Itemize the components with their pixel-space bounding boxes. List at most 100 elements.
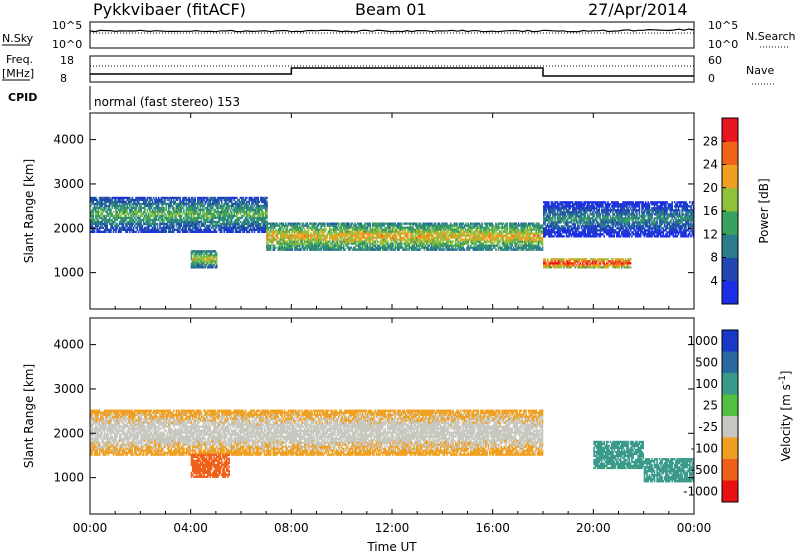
heatmap-cell [321,246,324,249]
freq-tick-bottom: 8 [60,72,67,85]
heatmap-cell [173,208,175,212]
heatmap-cell [293,238,296,241]
heatmap-cell [210,218,213,222]
heatmap-cell [246,210,248,214]
heatmap-cell [174,208,176,212]
heatmap-cell [379,244,381,247]
heatmap-cell [152,216,155,220]
heatmap-cell [228,198,230,202]
heatmap-cell [346,224,349,227]
heatmap-cell [194,208,196,212]
heatmap-cell [259,208,262,212]
heatmap-cell [131,218,134,222]
heatmap-cell [112,220,115,224]
heatmap-cell [314,236,316,239]
heatmap-cell [163,224,165,227]
heatmap-cell [257,206,259,210]
heatmap-cell [112,204,115,208]
heatmap-cell [98,214,101,218]
heatmap-cell [607,258,609,261]
heatmap-cell [185,226,188,229]
heatmap-cell [244,226,247,229]
heatmap-cell [194,206,196,210]
heatmap-cell [501,246,504,249]
heatmap-cell [471,228,473,231]
heatmap-cell [262,204,264,208]
heatmap-cell [442,246,444,249]
heatmap-cell [286,234,288,237]
heatmap-cell [186,206,189,210]
heatmap-cell [218,210,220,214]
heatmap-cell [324,224,326,227]
heatmap-cell [247,200,249,204]
heatmap-cell [234,222,237,226]
heatmap-cell [251,218,253,222]
heatmap-cell [259,228,262,231]
heatmap-cell [239,228,242,231]
heatmap-cell [272,238,275,241]
heatmap-cell [485,242,487,245]
heatmap-cell [92,214,95,218]
heatmap-cell [350,236,353,239]
heatmap-cell [306,236,308,239]
heatmap-cell [452,246,454,249]
heatmap-cell [174,212,176,216]
heatmap-cell [108,230,111,233]
heatmap-cell [217,214,219,218]
heatmap-cell [209,218,212,222]
heatmap-cell [243,214,246,218]
heatmap-cell [432,234,434,237]
heatmap-cell [142,198,145,202]
heatmap-cell [101,200,103,204]
heatmap-cell [315,240,317,243]
heatmap-cell [266,210,268,214]
heatmap-cell [137,196,140,200]
heatmap-cell [497,236,500,239]
nsky-tick-bottom: 10^0 [52,38,82,51]
heatmap-cell [163,220,165,224]
heatmap-cell [112,228,115,231]
heatmap-cell [574,266,577,269]
heatmap-cell [287,238,290,241]
heatmap-cell [502,222,505,225]
heatmap-cell [242,200,244,204]
heatmap-cell [139,218,141,222]
heatmap-cell [160,216,163,220]
heatmap-cell [170,200,173,204]
heatmap-cell [283,224,286,227]
heatmap-cell [212,202,214,206]
heatmap-cell [322,244,325,247]
heatmap-cell [305,244,307,247]
heatmap-cell [548,201,550,204]
heatmap-cell [395,234,398,237]
heatmap-cell [97,212,100,216]
heatmap-cell [105,218,107,222]
heatmap-cell [217,206,219,210]
heatmap-cell [161,210,164,214]
heatmap-cell [165,206,168,210]
heatmap-cell [529,224,531,227]
heatmap-cell [227,204,229,208]
heatmap-cell [103,224,106,227]
heatmap-cell [107,230,110,233]
heatmap-cell [237,218,239,222]
heatmap-cell [184,224,186,227]
heatmap-cell [180,222,183,226]
heatmap-cell [303,224,306,227]
heatmap-cell [166,220,169,224]
heatmap-cell [306,226,308,229]
heatmap-cell [110,198,112,202]
heatmap-cell [174,216,176,220]
heatmap-cell [324,242,326,245]
heatmap-cell [210,214,213,218]
heatmap-cell [190,212,193,216]
heatmap-cell [150,206,152,210]
heatmap-cell [354,246,356,249]
heatmap-cell [179,204,181,208]
heatmap-cell [262,226,264,229]
heatmap-cell [191,220,194,224]
heatmap-cell [236,230,238,233]
heatmap-cell [348,248,350,251]
heatmap-cell [154,212,156,216]
heatmap-cell [178,202,180,206]
